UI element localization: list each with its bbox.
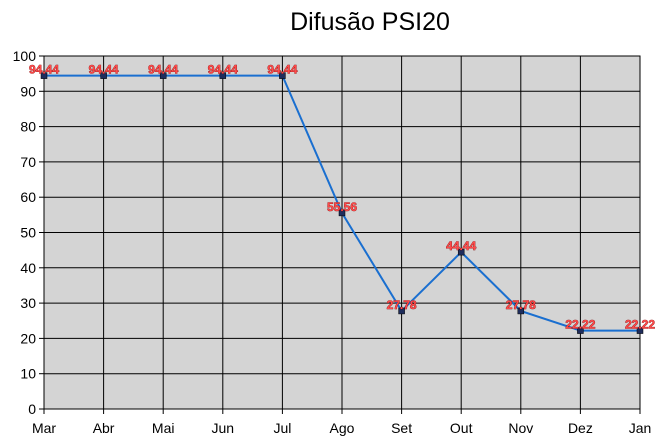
- x-tick-label: Jun: [212, 420, 235, 436]
- x-tick-label: Ago: [330, 420, 355, 436]
- grid-lines: [44, 56, 640, 409]
- y-tick-label: 10: [20, 366, 36, 382]
- data-point-marker: [279, 72, 286, 79]
- data-label: 94.44: [267, 63, 297, 77]
- data-label: 22.22: [565, 318, 595, 332]
- data-label: 94.44: [29, 63, 59, 77]
- y-tick-label: 70: [20, 154, 36, 170]
- y-tick-label: 20: [20, 330, 36, 346]
- y-tick-label: 30: [20, 295, 36, 311]
- y-tick-label: 40: [20, 260, 36, 276]
- data-point-marker: [40, 72, 48, 79]
- data-label: 22.22: [625, 318, 655, 332]
- data-point-marker: [457, 248, 465, 256]
- data-label: 27.78: [387, 298, 417, 312]
- y-tick-label: 0: [28, 401, 36, 417]
- x-tick-label: Out: [450, 420, 473, 436]
- data-labels: 94.44 94.44 94.44 94.44 94.44 55.56 27.78 44.44…: [29, 62, 655, 332]
- y-tick-label: 90: [20, 83, 36, 99]
- x-tick-label: Jul: [273, 420, 291, 436]
- x-tick-label: Jan: [629, 420, 652, 436]
- data-point-marker: [338, 209, 346, 217]
- x-tick-label: Mai: [152, 420, 175, 436]
- data-label: 44.44: [446, 239, 476, 253]
- x-tick-label: Set: [391, 420, 412, 436]
- chart-title: Difusão PSI20: [290, 8, 450, 36]
- y-tick-label: 100: [13, 48, 37, 64]
- x-tick-label: Nov: [508, 420, 533, 436]
- data-label: 94.44: [148, 63, 178, 77]
- data-label: 27.78: [506, 298, 536, 312]
- y-tick-label: 60: [20, 189, 36, 205]
- data-point-marker: [100, 72, 107, 79]
- data-point-marker: [398, 307, 405, 315]
- data-point-marker: [636, 327, 644, 334]
- y-tick-label: 50: [20, 225, 36, 241]
- data-label: 55.56: [327, 200, 357, 214]
- series: [40, 72, 644, 334]
- axes: 0 10 20 30 40 50 60 70 80 90 100 Mar Abr Mai Jun Jul Ago…: [13, 48, 652, 436]
- x-tick-label: Mar: [32, 420, 56, 436]
- y-tick-label: 80: [20, 119, 36, 135]
- data-label: 94.44: [89, 63, 119, 77]
- data-point-marker: [159, 72, 167, 79]
- data-point-marker: [517, 307, 525, 315]
- x-tick-label: Abr: [93, 420, 115, 436]
- data-point-marker: [219, 72, 227, 79]
- x-tick-label: Dez: [568, 420, 593, 436]
- data-label: 94.44: [208, 63, 238, 77]
- data-point-marker: [577, 327, 584, 334]
